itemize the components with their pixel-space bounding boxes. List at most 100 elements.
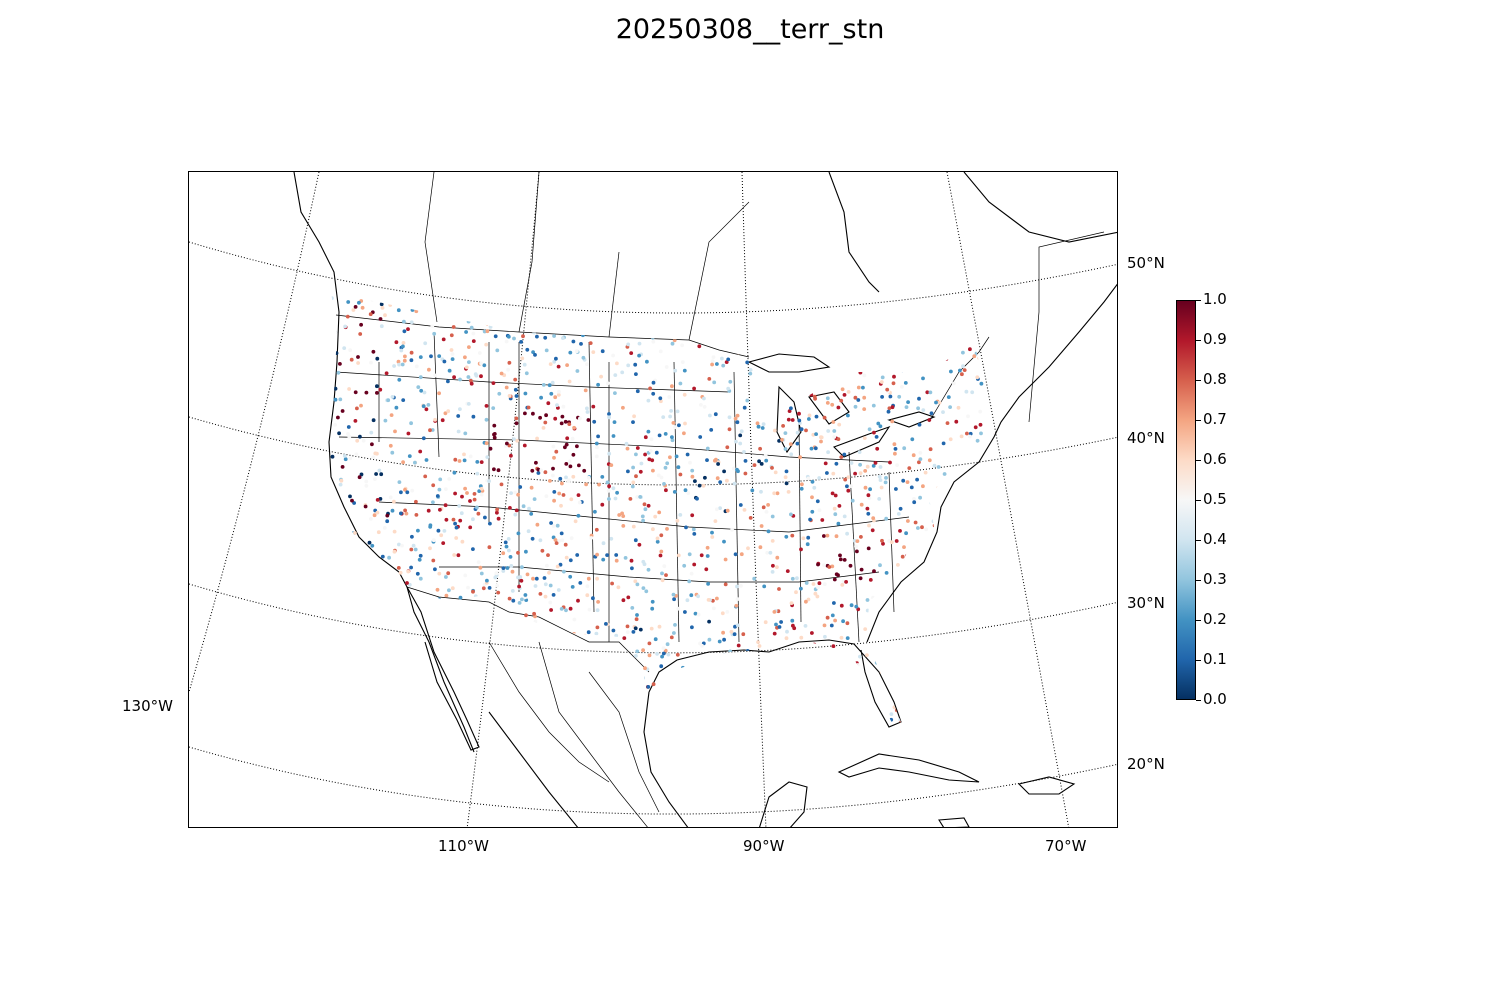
- station-point: [409, 724, 414, 727]
- station-point: [383, 313, 387, 318]
- station-point: [916, 667, 921, 672]
- station-point: [949, 369, 953, 374]
- station-point: [520, 565, 524, 570]
- station-point: [624, 441, 629, 446]
- station-point: [865, 464, 870, 469]
- station-point: [682, 431, 686, 436]
- station-point: [585, 362, 589, 367]
- station-point: [488, 303, 493, 307]
- station-point: [484, 342, 489, 347]
- station-point: [622, 325, 627, 330]
- station-point: [462, 458, 467, 463]
- station-point: [770, 570, 775, 574]
- station-point: [488, 307, 492, 312]
- station-point: [798, 296, 803, 301]
- station-point: [496, 590, 501, 595]
- station-point: [672, 242, 676, 246]
- station-point: [377, 647, 382, 651]
- station-point: [543, 582, 548, 587]
- station-point: [370, 442, 374, 447]
- station-point: [399, 582, 404, 586]
- station-point: [650, 292, 655, 297]
- station-point: [614, 553, 619, 557]
- station-point: [762, 584, 767, 589]
- station-point: [339, 249, 343, 253]
- station-point: [588, 651, 593, 656]
- station-point: [754, 320, 759, 325]
- station-point: [612, 420, 617, 424]
- station-point: [956, 518, 961, 523]
- station-point: [773, 470, 778, 475]
- station-point: [932, 284, 936, 288]
- station-point: [345, 259, 349, 263]
- station-point: [339, 478, 344, 483]
- station-point: [648, 386, 652, 391]
- station-point: [852, 666, 856, 671]
- station-point: [521, 504, 526, 509]
- station-point: [643, 666, 647, 671]
- station-point: [568, 350, 573, 355]
- station-point: [995, 308, 997, 313]
- station-point: [680, 694, 684, 698]
- station-point: [900, 385, 904, 389]
- station-point: [563, 445, 567, 450]
- station-point: [553, 712, 558, 717]
- station-point: [437, 391, 441, 396]
- station-point: [692, 532, 697, 536]
- station-point: [492, 423, 497, 428]
- station-point: [433, 417, 437, 422]
- station-point: [805, 542, 810, 547]
- station-point: [418, 553, 423, 558]
- station-point: [375, 356, 380, 361]
- station-point: [911, 319, 916, 324]
- station-point: [609, 536, 614, 541]
- station-point: [770, 539, 775, 543]
- station-point: [973, 271, 977, 275]
- map-plot-area[interactable]: [188, 171, 1118, 828]
- station-point: [741, 632, 746, 637]
- station-point: [405, 708, 410, 713]
- station-point: [882, 315, 886, 320]
- station-point: [451, 307, 456, 312]
- station-point: [629, 558, 634, 563]
- station-point: [678, 381, 683, 386]
- station-point: [575, 444, 579, 449]
- station-point: [886, 409, 891, 414]
- station-point: [488, 521, 492, 526]
- station-point: [456, 269, 460, 273]
- station-point: [546, 401, 551, 406]
- station-point: [370, 629, 375, 633]
- station-point: [675, 518, 680, 523]
- station-point: [781, 384, 786, 388]
- station-point: [968, 434, 972, 439]
- station-point: [683, 323, 688, 328]
- station-point: [977, 650, 982, 655]
- station-point: [914, 563, 918, 567]
- station-point: [541, 383, 546, 387]
- station-point: [901, 719, 906, 723]
- station-point: [993, 518, 997, 523]
- station-point: [421, 728, 425, 732]
- station-point: [631, 630, 636, 634]
- station-point: [891, 678, 896, 682]
- station-point: [471, 318, 476, 323]
- station-point: [996, 591, 997, 596]
- station-point: [943, 251, 947, 255]
- station-point: [840, 583, 845, 587]
- station-point: [356, 361, 360, 365]
- station-point: [755, 421, 760, 426]
- station-point: [709, 428, 714, 432]
- station-point: [939, 637, 944, 642]
- station-point: [880, 591, 885, 596]
- station-point: [497, 309, 502, 314]
- station-point: [600, 719, 605, 724]
- station-point: [614, 633, 619, 638]
- station-point: [784, 469, 789, 474]
- station-point: [920, 683, 925, 688]
- station-point: [884, 340, 889, 345]
- station-point: [589, 657, 593, 661]
- station-point: [458, 518, 463, 523]
- colorbar-tick-mark: [1196, 619, 1201, 621]
- station-point: [488, 325, 493, 329]
- station-point: [975, 375, 980, 380]
